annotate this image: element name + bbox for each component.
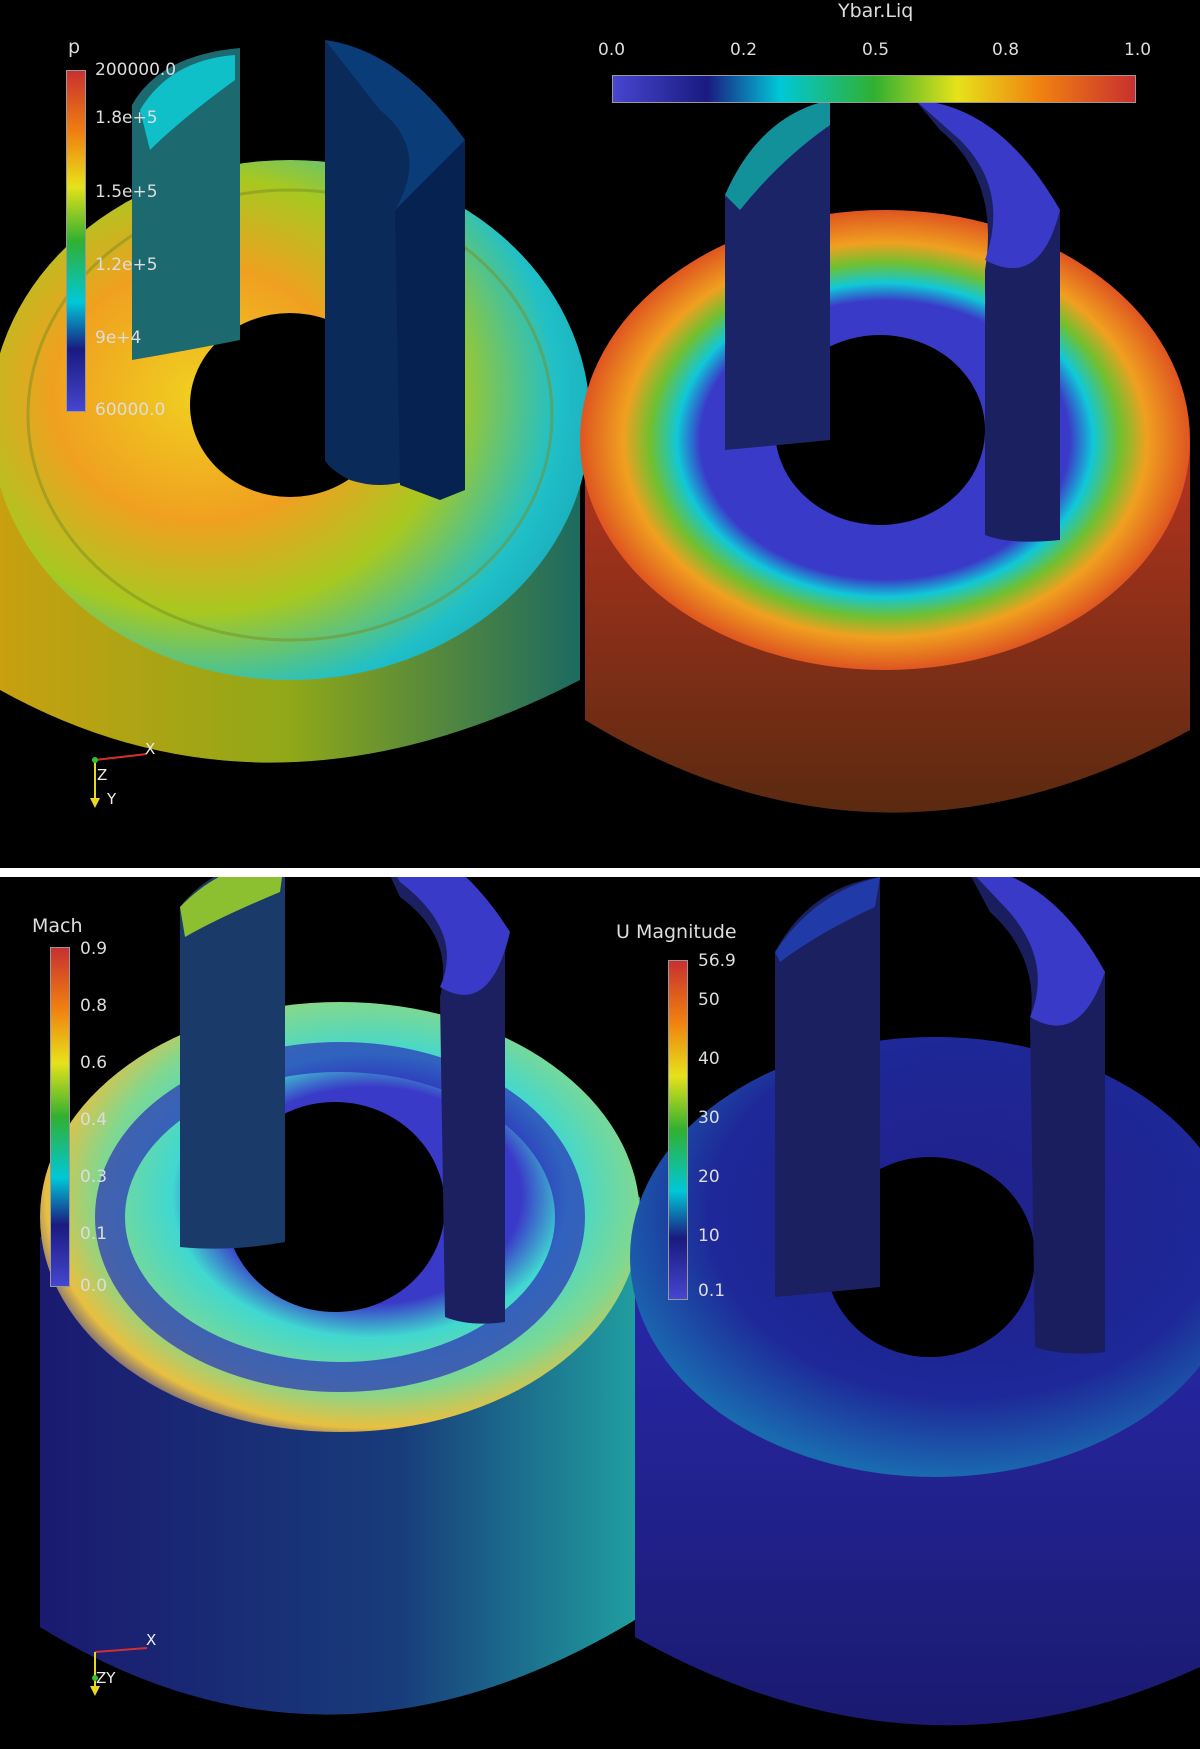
mach-colorbar bbox=[50, 947, 70, 1287]
axis-x-label: X bbox=[145, 740, 156, 758]
liquid-tick-label: 0.0 bbox=[598, 40, 626, 60]
liquid-tick-label: 0.8 bbox=[992, 40, 1020, 60]
render-viewport-top[interactable]: p 200000.0 1.8e+5 1.5e+5 1.2e+5 9e+4 600… bbox=[0, 0, 1200, 868]
velocity-tick-label: 10 bbox=[698, 1226, 720, 1246]
pressure-tick-label: 1.8e+5 bbox=[95, 108, 158, 128]
pressure-tick-label: 1.5e+5 bbox=[95, 182, 158, 202]
mach-tick-label: 0.0 bbox=[80, 1276, 108, 1296]
axis-y-label: Y bbox=[107, 790, 117, 808]
liquid-tick-label: 0.5 bbox=[862, 40, 890, 60]
orientation-axes-icon bbox=[90, 1647, 148, 1696]
pressure-colorbar bbox=[66, 70, 86, 412]
pressure-tick-label: 60000.0 bbox=[95, 400, 166, 420]
pressure-tick-label: 9e+4 bbox=[95, 328, 142, 348]
pressure-legend-title: p bbox=[68, 36, 81, 58]
mach-tick-label: 0.1 bbox=[80, 1224, 108, 1244]
mach-tick-label: 0.6 bbox=[80, 1053, 108, 1073]
axis-z-label: Z bbox=[97, 766, 108, 784]
pressure-tick-label: 1.2e+5 bbox=[95, 255, 158, 275]
orientation-axes-icon bbox=[90, 753, 148, 808]
mach-legend-title: Mach bbox=[32, 915, 83, 937]
liquid-tick-label: 1.0 bbox=[1124, 40, 1152, 60]
mach-tick-label: 0.3 bbox=[80, 1167, 108, 1187]
mach-tick-label: 0.4 bbox=[80, 1110, 108, 1130]
axis-zy-label: ZY bbox=[96, 1669, 116, 1687]
pressure-and-liquid-scene bbox=[0, 40, 1190, 813]
mach-tick-label: 0.8 bbox=[80, 996, 108, 1016]
velocity-colorbar bbox=[668, 960, 688, 1300]
mach-and-velocity-scene bbox=[40, 877, 1200, 1726]
velocity-tick-label: 40 bbox=[698, 1049, 720, 1069]
velocity-tick-label: 30 bbox=[698, 1108, 720, 1128]
velocity-tick-label: 50 bbox=[698, 990, 720, 1010]
render-viewport-bottom[interactable]: Mach 0.9 0.8 0.6 0.4 0.3 0.1 0.0 U Magni… bbox=[0, 877, 1200, 1749]
pressure-tick-label: 200000.0 bbox=[95, 60, 177, 80]
mach-tick-label: 0.9 bbox=[80, 939, 108, 959]
velocity-tick-label: 56.9 bbox=[698, 951, 736, 971]
liquid-tick-label: 0.2 bbox=[730, 40, 758, 60]
velocity-legend-title: U Magnitude bbox=[616, 921, 737, 943]
velocity-tick-label: 0.1 bbox=[698, 1281, 726, 1301]
liquid-colorbar bbox=[612, 75, 1136, 103]
axis-x-label: X bbox=[146, 1631, 157, 1649]
viewport-divider bbox=[0, 868, 1200, 877]
velocity-tick-label: 20 bbox=[698, 1167, 720, 1187]
liquid-legend-title: Ybar.Liq bbox=[838, 0, 914, 22]
